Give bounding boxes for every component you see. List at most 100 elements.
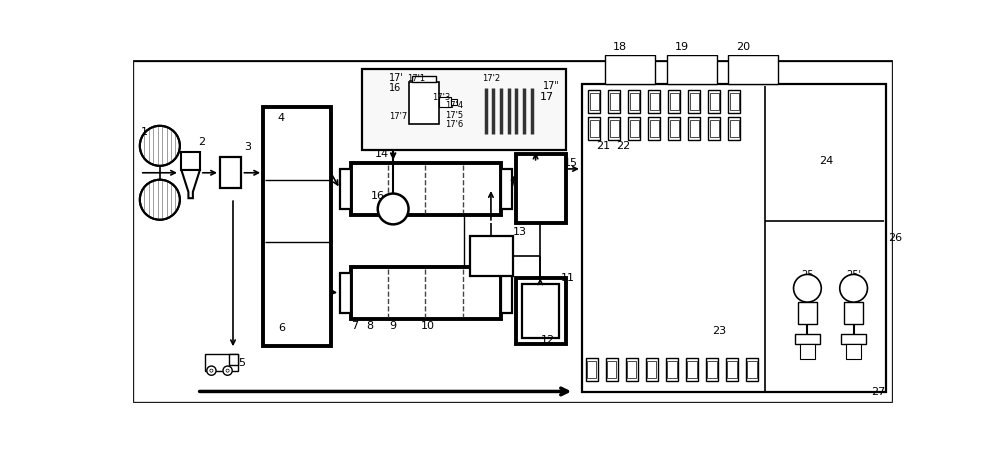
- Bar: [687, 360, 697, 377]
- Bar: [626, 358, 638, 381]
- Text: 15: 15: [564, 158, 578, 168]
- Bar: [726, 358, 738, 381]
- Bar: [727, 360, 737, 377]
- Text: 4: 4: [278, 113, 285, 123]
- Bar: [205, 354, 238, 371]
- Bar: [670, 120, 679, 137]
- Text: 17: 17: [539, 93, 554, 102]
- Bar: [795, 334, 820, 344]
- Text: 9: 9: [390, 321, 397, 331]
- Bar: [340, 273, 351, 313]
- Text: 3: 3: [244, 142, 251, 153]
- Text: 11: 11: [561, 273, 575, 283]
- Bar: [728, 90, 740, 114]
- Bar: [730, 93, 739, 110]
- Text: 7: 7: [351, 321, 358, 331]
- Bar: [800, 344, 815, 359]
- Text: 17'7: 17'7: [389, 112, 408, 121]
- Bar: [686, 358, 698, 381]
- Circle shape: [140, 180, 180, 220]
- Text: 8: 8: [366, 321, 374, 331]
- Circle shape: [207, 366, 216, 375]
- Bar: [650, 120, 659, 137]
- Text: 20: 20: [736, 42, 751, 52]
- Bar: [607, 360, 616, 377]
- Bar: [516, 278, 566, 344]
- Text: 14: 14: [375, 148, 389, 158]
- Text: 13: 13: [513, 227, 527, 237]
- Bar: [798, 302, 817, 324]
- Text: 17": 17": [543, 81, 560, 91]
- Bar: [610, 120, 619, 137]
- Bar: [648, 90, 660, 114]
- Bar: [608, 117, 620, 141]
- Bar: [747, 360, 757, 377]
- Bar: [707, 360, 717, 377]
- Text: 17'3: 17'3: [432, 93, 450, 102]
- Bar: [668, 117, 680, 141]
- Bar: [610, 93, 619, 110]
- Bar: [608, 90, 620, 114]
- Text: 25': 25': [846, 270, 861, 280]
- Bar: [229, 354, 238, 365]
- Bar: [587, 360, 596, 377]
- Bar: [522, 284, 559, 338]
- Bar: [844, 302, 863, 324]
- Bar: [708, 90, 720, 114]
- Bar: [627, 360, 636, 377]
- Text: 19: 19: [675, 42, 689, 52]
- Bar: [590, 93, 599, 110]
- Bar: [412, 76, 436, 82]
- Bar: [630, 93, 639, 110]
- Bar: [706, 358, 718, 381]
- Bar: [362, 69, 566, 150]
- Bar: [590, 120, 599, 137]
- Text: 17': 17': [389, 73, 404, 83]
- Bar: [688, 90, 700, 114]
- Bar: [667, 360, 677, 377]
- Text: 18: 18: [613, 42, 627, 52]
- Bar: [628, 90, 640, 114]
- Bar: [728, 55, 778, 84]
- Bar: [728, 117, 740, 141]
- Text: 26: 26: [888, 233, 902, 243]
- Text: 24: 24: [820, 156, 834, 166]
- Bar: [606, 358, 618, 381]
- Bar: [730, 120, 739, 137]
- Bar: [470, 236, 512, 276]
- Bar: [710, 120, 719, 137]
- Text: 5: 5: [238, 358, 245, 368]
- Bar: [690, 93, 699, 110]
- Bar: [670, 93, 679, 110]
- Bar: [409, 82, 439, 124]
- Circle shape: [794, 274, 821, 302]
- Text: 16: 16: [389, 83, 402, 93]
- Text: 10: 10: [421, 321, 435, 331]
- Bar: [846, 344, 861, 359]
- Bar: [650, 93, 659, 110]
- Circle shape: [210, 369, 213, 372]
- Bar: [710, 93, 719, 110]
- Text: 22: 22: [616, 141, 631, 151]
- Bar: [605, 55, 655, 84]
- Text: 25: 25: [801, 270, 814, 280]
- Bar: [586, 358, 598, 381]
- Bar: [439, 97, 451, 107]
- Circle shape: [223, 366, 232, 375]
- Bar: [690, 120, 699, 137]
- Polygon shape: [181, 170, 200, 198]
- Bar: [588, 90, 600, 114]
- Bar: [841, 334, 866, 344]
- Bar: [746, 358, 758, 381]
- Text: 17'5: 17'5: [446, 110, 464, 120]
- Bar: [628, 117, 640, 141]
- Bar: [220, 158, 241, 188]
- Bar: [646, 358, 658, 381]
- Text: 17'6: 17'6: [446, 120, 464, 129]
- Text: 6: 6: [278, 323, 285, 333]
- Bar: [501, 169, 512, 209]
- Bar: [340, 169, 351, 209]
- Text: 27: 27: [871, 387, 885, 397]
- Bar: [668, 90, 680, 114]
- Bar: [708, 117, 720, 141]
